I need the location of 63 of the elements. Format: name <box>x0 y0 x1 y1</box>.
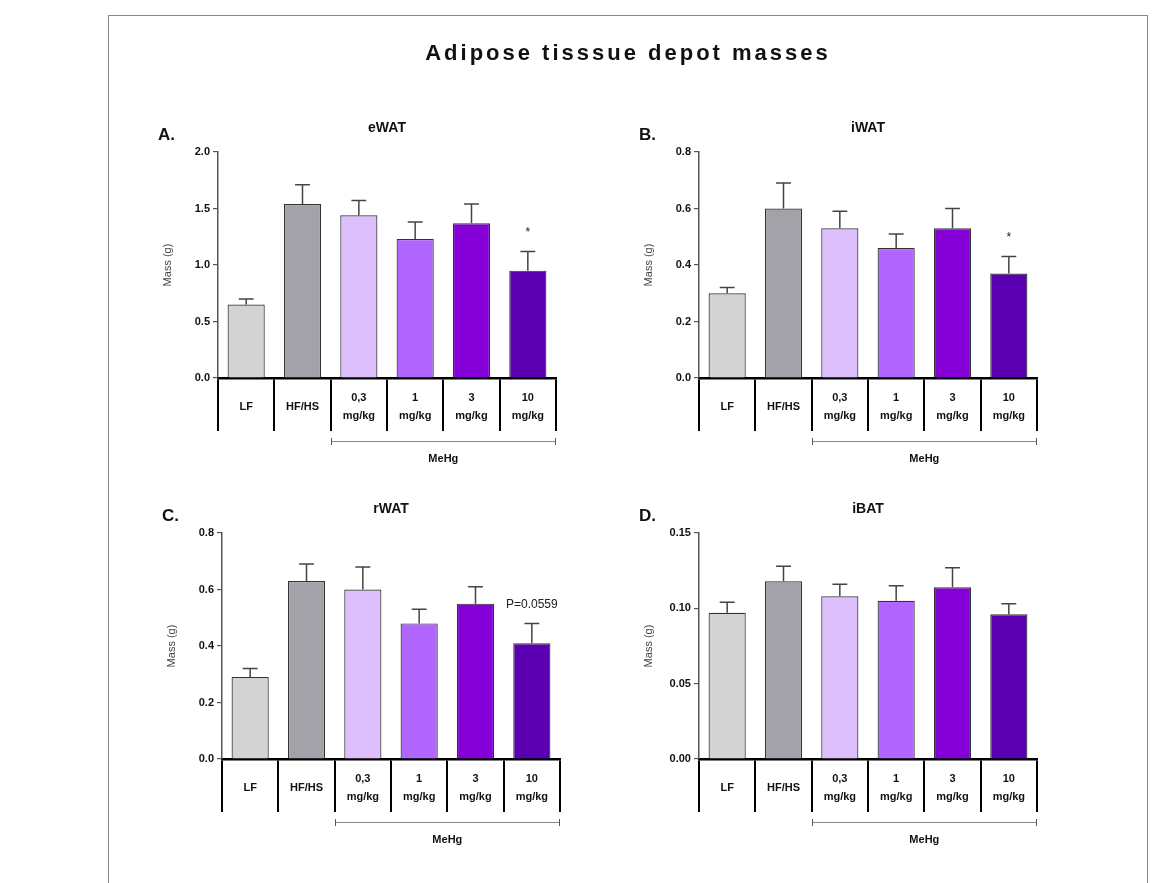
x-tick-label: LF <box>720 780 735 793</box>
chart-title: rWAT <box>373 499 410 516</box>
annotation: * <box>1006 229 1012 244</box>
x-tick-label: LF <box>243 780 258 793</box>
y-tick-label: 0.0 <box>194 371 210 384</box>
y-tick-label: 0.0 <box>198 752 214 765</box>
x-tick-label: 0,3 mg/kg <box>823 391 857 421</box>
y-axis-title: Mass (g) <box>165 624 178 668</box>
text: D. <box>639 505 656 525</box>
y-tick-label: 0.2 <box>675 314 691 327</box>
x-tick-label: HF/HS <box>286 399 319 412</box>
x-tick-label: 1 mg/kg <box>398 391 432 421</box>
y-tick-label: 0.10 <box>669 601 691 614</box>
y-tick-label: 0.4 <box>675 258 692 271</box>
x-tick-label: 1 mg/kg <box>402 772 436 802</box>
y-tick-label: 0.05 <box>669 676 691 689</box>
x-tick-label: HF/HS <box>290 780 323 793</box>
chart-title: eWAT <box>368 118 407 135</box>
x-tick-label: 3 mg/kg <box>455 391 488 421</box>
x-axis-title: MeHg <box>909 452 940 465</box>
x-tick-label: 1 mg/kg <box>879 391 913 421</box>
x-axis-title: MeHg <box>432 833 463 846</box>
y-tick-label: 1.5 <box>194 201 210 214</box>
x-tick-label: 0,3 mg/kg <box>823 772 857 802</box>
y-tick-label: 0.5 <box>194 314 210 327</box>
x-tick-label: 1 mg/kg <box>879 772 913 802</box>
x-tick-label: 10 mg/kg <box>992 391 1026 421</box>
y-tick-label: 0.00 <box>669 752 691 765</box>
annotation: * <box>525 224 531 239</box>
x-tick-label: 0,3 mg/kg <box>346 772 380 802</box>
text: B. <box>639 124 656 144</box>
x-tick-label: 10 mg/kg <box>992 772 1026 802</box>
x-tick-label: 3 mg/kg <box>936 772 969 802</box>
annotation: P=0.0559 <box>505 596 559 611</box>
chart-title: iBAT <box>852 499 885 516</box>
x-tick-label: 10 mg/kg <box>511 391 545 421</box>
y-axis-title: Mass (g) <box>642 243 655 287</box>
x-tick-label: 10 mg/kg <box>515 772 549 802</box>
y-tick-label: 0.2 <box>198 695 214 708</box>
chart-title: iWAT <box>851 118 886 135</box>
y-tick-label: 2.0 <box>194 145 210 158</box>
y-tick-label: 0.6 <box>675 201 691 214</box>
text: C. <box>162 505 179 525</box>
y-tick-label: 0.6 <box>198 582 214 595</box>
x-axis-title: MeHg <box>909 833 940 846</box>
x-tick-label: 3 mg/kg <box>459 772 492 802</box>
x-axis-title: MeHg <box>428 452 459 465</box>
y-tick-label: 1.0 <box>194 258 210 271</box>
y-tick-label: 0.8 <box>198 526 214 539</box>
x-tick-label: LF <box>720 399 735 412</box>
y-tick-label: 0.8 <box>675 145 691 158</box>
x-tick-label: 3 mg/kg <box>936 391 969 421</box>
y-tick-label: 0.4 <box>198 639 215 652</box>
y-axis-title: Mass (g) <box>161 243 174 287</box>
y-tick-label: 0.15 <box>669 526 691 539</box>
x-tick-label: LF <box>239 399 254 412</box>
x-tick-label: HF/HS <box>767 780 800 793</box>
y-tick-label: 0.0 <box>675 371 691 384</box>
x-tick-label: 0,3 mg/kg <box>342 391 376 421</box>
text: Adipose tisssue depot masses <box>425 40 831 66</box>
text: A. <box>158 124 175 144</box>
y-axis-title: Mass (g) <box>642 624 655 668</box>
x-tick-label: HF/HS <box>767 399 800 412</box>
